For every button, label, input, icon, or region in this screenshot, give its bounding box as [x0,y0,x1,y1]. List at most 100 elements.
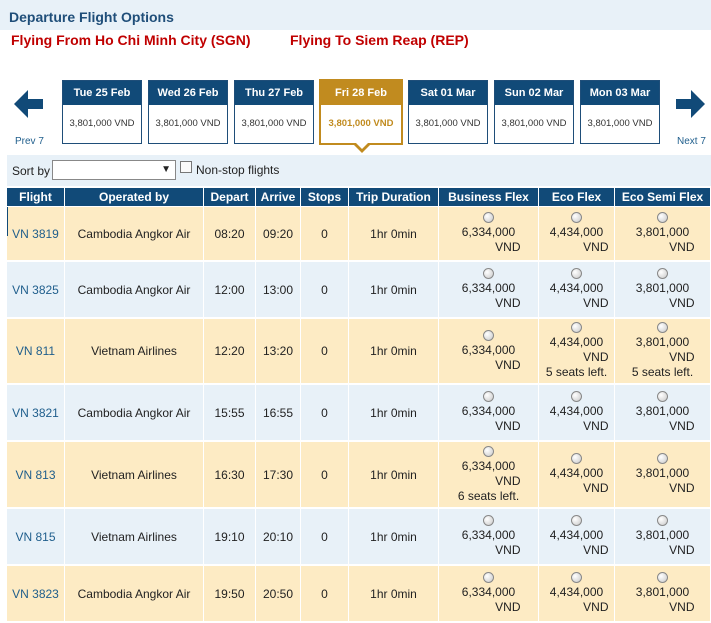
fare-amount: 4,434,000 [549,528,604,542]
fare-currency: VND [583,600,609,614]
prev-week-arrow-icon[interactable] [10,86,46,122]
arrive-time: 20:10 [256,509,301,564]
flight-number[interactable]: VN 813 [7,442,65,507]
business-flex-radio[interactable] [483,391,494,402]
page-title: Departure Flight Options [9,9,174,25]
fare-amount: 6,334,000 [461,528,516,542]
operator: Cambodia Angkor Air [65,262,204,317]
fare-amount: 3,801,000 [635,335,690,349]
col-eco-flex-header: Eco Flex [539,188,615,206]
depart-time: 19:10 [204,509,256,564]
eco-flex-radio[interactable] [571,212,582,223]
flight-number[interactable]: VN 3823 [7,566,65,621]
fare-currency: VND [669,543,695,557]
fare-currency: VND [495,473,521,488]
date-tab[interactable]: Sat 01 Mar 3,801,000 VND [408,80,488,144]
non-stop-label: Non-stop flights [196,163,280,177]
date-tab[interactable]: Thu 27 Feb 3,801,000 VND [234,80,314,144]
date-tab-price: 3,801,000 VND [415,118,481,129]
trip-duration: 1hr 0min [349,319,439,383]
business-flex-radio[interactable] [483,572,494,583]
title-bar [0,0,711,30]
next-week-arrow-icon[interactable] [673,86,709,122]
fare-currency: VND [583,419,609,433]
operator: Cambodia Angkor Air [65,207,204,260]
fare-currency: VND [583,481,609,495]
business-flex-fare: 6,334,000 VND [439,566,539,621]
depart-time: 19:50 [204,566,256,621]
eco-semi-flex-radio[interactable] [657,212,668,223]
eco-semi-flex-radio[interactable] [657,322,668,333]
flight-row: VN 3821 Cambodia Angkor Air 15:55 16:55 0 1hr… [7,385,711,440]
sort-by-select[interactable]: ▼ [52,160,176,180]
fare-amount: 4,434,000 [549,225,604,239]
fare-currency: VND [495,419,521,433]
business-flex-radio[interactable] [483,445,494,457]
origin-label: Flying From Ho Chi Minh City (SGN) [11,32,251,48]
business-flex-radio[interactable] [483,329,494,341]
eco-flex-radio[interactable] [571,322,582,333]
eco-semi-flex-fare: 3,801,000 VND [615,262,711,317]
eco-semi-flex-radio[interactable] [657,391,668,402]
col-stops-header: Stops [301,188,349,206]
eco-flex-radio[interactable] [571,391,582,402]
business-flex-fare: 6,334,000 VND [439,262,539,317]
business-flex-radio[interactable] [483,212,494,223]
date-tab[interactable]: Tue 25 Feb 3,801,000 VND [62,80,142,144]
arrive-time: 17:30 [256,442,301,507]
business-flex-fare: 6,334,000 VND 6 seats left. [439,442,539,507]
destination-label: Flying To Siem Reap (REP) [290,32,469,48]
eco-flex-radio[interactable] [571,515,582,526]
date-tab[interactable]: Mon 03 Mar 3,801,000 VND [580,80,660,144]
stops: 0 [301,207,349,260]
business-flex-radio[interactable] [483,515,494,526]
date-tab[interactable]: Wed 26 Feb 3,801,000 VND [148,80,228,144]
eco-flex-radio[interactable] [571,268,582,279]
flight-number[interactable]: VN 3825 [7,262,65,317]
prev-7-link[interactable]: Prev 7 [15,136,44,147]
fare-amount: 3,801,000 [635,281,690,295]
eco-semi-flex-fare: 3,801,000 VND [615,509,711,564]
fare-amount: 3,801,000 [635,466,690,480]
date-tab-price: 3,801,000 VND [69,118,135,129]
flight-row: VN 3819 Cambodia Angkor Air 08:20 09:20 0 1hr… [7,207,711,260]
date-tab-label: Tue 25 Feb [63,81,141,105]
next-7-link[interactable]: Next 7 [677,136,706,147]
fare-amount: 3,801,000 [635,404,690,418]
flight-number[interactable]: VN 3821 [7,385,65,440]
date-tab-price: 3,801,000 VND [241,118,307,129]
date-tab[interactable]: Sun 02 Mar 3,801,000 VND [494,80,574,144]
eco-semi-flex-fare: 3,801,000 VND [615,207,711,260]
eco-semi-flex-radio[interactable] [657,515,668,526]
eco-flex-radio[interactable] [571,572,582,583]
eco-semi-flex-radio[interactable] [657,572,668,583]
business-flex-radio[interactable] [483,268,494,279]
col-trip-duration-header: Trip Duration [349,188,439,206]
stops: 0 [301,385,349,440]
flight-number[interactable]: VN 811 [7,319,65,383]
arrive-time: 16:55 [256,385,301,440]
flight-row: VN 813 Vietnam Airlines 16:30 17:30 0 1hr 0mi… [7,442,711,507]
fare-currency: VND [669,419,695,433]
flight-number[interactable]: VN 3819 [7,207,65,260]
date-tab-label: Sat 01 Mar [409,81,487,105]
col-depart-header: Depart [204,188,256,206]
eco-flex-radio[interactable] [571,453,582,464]
seats-left-note: 6 seats left. [457,488,520,503]
arrive-time: 09:20 [256,207,301,260]
stops: 0 [301,509,349,564]
eco-semi-flex-radio[interactable] [657,268,668,279]
flight-number[interactable]: VN 815 [7,509,65,564]
fare-currency: VND [583,543,609,557]
fare-amount: 6,334,000 [461,225,516,239]
operator: Cambodia Angkor Air [65,385,204,440]
trip-duration: 1hr 0min [349,442,439,507]
date-tab[interactable]: Fri 28 Feb 3,801,000 VND [319,79,403,145]
eco-semi-flex-radio[interactable] [657,453,668,464]
fare-currency: VND [495,240,521,254]
fare-amount: 6,334,000 [461,585,516,599]
business-flex-fare: 6,334,000 VND [439,319,539,383]
business-flex-fare: 6,334,000 VND [439,207,539,260]
non-stop-checkbox[interactable] [180,161,192,173]
fare-amount: 6,334,000 [461,342,516,357]
